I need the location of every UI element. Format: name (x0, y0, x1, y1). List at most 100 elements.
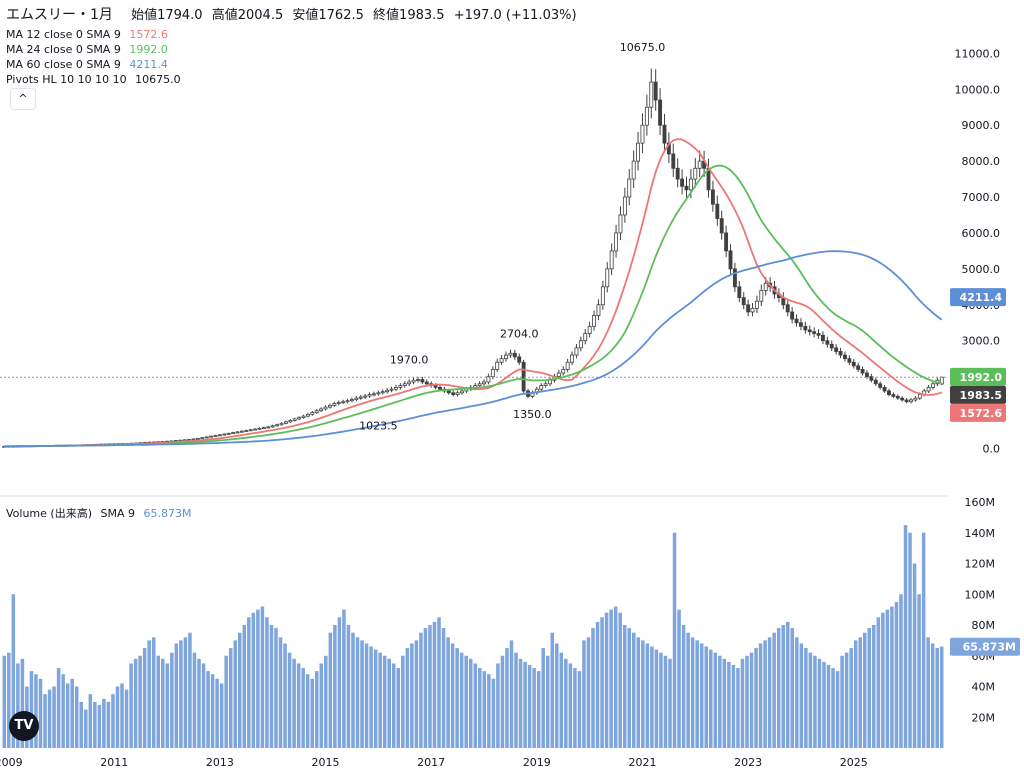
volume-bar (74, 686, 79, 748)
volume-bar (111, 694, 115, 748)
candle-body (270, 425, 275, 428)
volume-bar (709, 649, 713, 748)
candle-body (504, 354, 508, 360)
candle-body (913, 397, 918, 401)
volume-bar (491, 678, 496, 748)
volume-bar (473, 663, 478, 748)
volume-bar (767, 637, 772, 748)
volume-bar (690, 637, 695, 748)
candle-body (253, 428, 258, 431)
candle-body (389, 388, 394, 391)
candle-body (512, 352, 517, 358)
ma24-legend[interactable]: MA 24 close 0 SMA 9 1992.0 (6, 43, 173, 57)
volume-bar (419, 632, 423, 748)
candle-body (332, 403, 337, 406)
volume-bar (410, 643, 414, 748)
pivot-label: 1350.0 (513, 408, 552, 421)
ma24-value: 1992.0 (129, 43, 168, 56)
candle-body (834, 347, 839, 352)
volume-bar (613, 606, 618, 748)
pivots-value: 10675.0 (135, 73, 181, 86)
candle-body (446, 390, 451, 394)
price-tag-bg (950, 288, 1006, 307)
volume-bar (151, 637, 156, 748)
volume-bar (722, 658, 727, 748)
candle-body (878, 383, 883, 388)
volume-bar (373, 649, 378, 748)
volume-bar (939, 646, 944, 748)
volume-bar (314, 671, 319, 748)
volume-bar (188, 632, 192, 748)
volume-bar (206, 671, 210, 748)
ma12-legend[interactable]: MA 12 close 0 SMA 9 1572.6 (6, 28, 173, 42)
volume-bar (197, 658, 201, 748)
candle-body (345, 400, 350, 403)
volume-bar (93, 701, 97, 748)
volume-bar (468, 658, 473, 748)
candle-body (477, 383, 482, 386)
volume-tick-label: 140M (965, 527, 996, 540)
volume-bar (233, 640, 237, 748)
volume-tick-label: 80M (972, 619, 996, 632)
volume-tag-bg (950, 637, 1020, 656)
close-value: 1983.5 (399, 8, 445, 23)
volume-legend[interactable]: Volume (出来高) SMA 9 65.873M (6, 507, 196, 521)
volume-bar (740, 658, 745, 748)
candle-body (763, 282, 768, 291)
price-tick-label: 9000.0 (962, 119, 1001, 132)
candle-body (433, 385, 438, 388)
volume-sma-value: 65.873M (143, 507, 192, 520)
time-tick-label: 2011 (100, 756, 128, 769)
volume-bar (142, 648, 147, 748)
volume-bar (34, 674, 38, 748)
pivots-legend[interactable]: Pivots HL 10 10 10 10 10675.0 (6, 73, 186, 87)
candle-body (297, 417, 302, 420)
collapse-legend-button[interactable]: ^ (10, 88, 36, 110)
candle-body (596, 304, 601, 316)
volume-tick-label: 40M (972, 681, 996, 694)
volume-bar (47, 689, 52, 748)
candle-body (587, 325, 592, 334)
volume-bar (414, 640, 419, 748)
candle-body (860, 369, 865, 374)
volume-bar (636, 637, 641, 748)
volume-bar (600, 617, 604, 748)
volume-bar (437, 617, 441, 748)
candle-body (578, 340, 583, 349)
volume-bar (822, 661, 826, 748)
symbol-title[interactable]: エムスリー・1月 (6, 7, 113, 23)
volume-bar (269, 625, 274, 748)
volume-bar (713, 652, 718, 748)
candle-body (622, 196, 627, 216)
volume-bar (224, 655, 228, 748)
volume-bar (242, 625, 247, 748)
moving-average-lines (4, 138, 943, 448)
candle-body (292, 418, 297, 421)
candle-body (305, 413, 310, 417)
ma60-legend[interactable]: MA 60 close 0 SMA 9 4211.4 (6, 58, 173, 72)
candle-body (662, 124, 667, 144)
volume-bar (43, 694, 47, 748)
candle-body (209, 435, 214, 438)
volume-bar (550, 632, 555, 748)
volume-sma-label: SMA 9 (100, 507, 136, 520)
tradingview-logo[interactable]: TV (9, 711, 39, 741)
candle-body (517, 356, 522, 363)
candle-body (895, 395, 900, 399)
price-tag-bg (950, 385, 1006, 404)
price-tag-label: 4211.4 (960, 291, 1003, 304)
pivot-label: 10675.0 (620, 41, 666, 54)
candle-body (372, 393, 376, 396)
candle-body (838, 351, 843, 356)
volume-bar (478, 668, 482, 748)
volume-bar (917, 594, 921, 748)
volume-bar (428, 625, 432, 748)
volume-bar (564, 658, 568, 748)
volume-bar (219, 683, 224, 748)
volume-bar (441, 628, 446, 748)
candle-body (710, 189, 715, 205)
volume-bar (215, 678, 219, 748)
volume-tick-label: 120M (965, 558, 996, 571)
candle-body (741, 297, 746, 306)
price-tick-label: 10000.0 (955, 83, 1001, 96)
